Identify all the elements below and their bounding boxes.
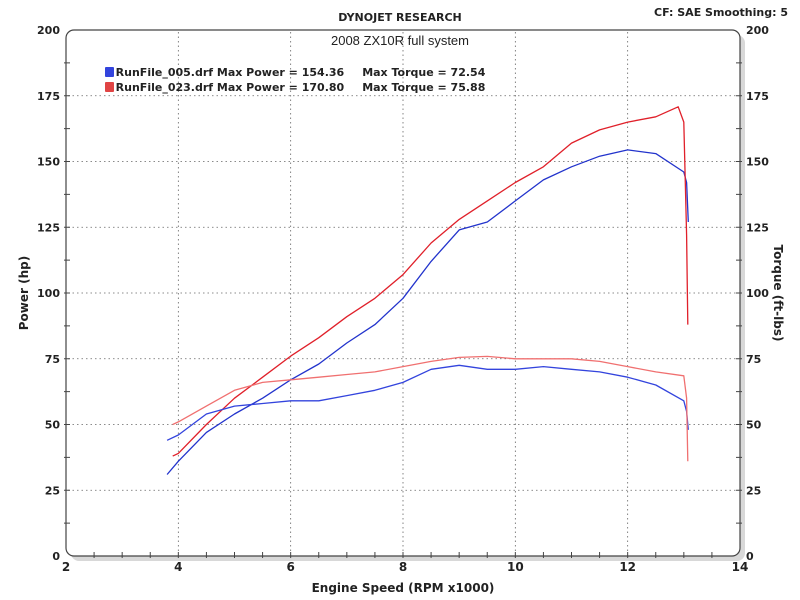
y-tick-label: 0	[52, 550, 60, 563]
y2-tick-label: 100	[746, 287, 769, 300]
x-tick-label: 4	[174, 560, 182, 574]
y-tick-label: 50	[45, 419, 61, 432]
legend-max-torque: Max Torque = 75.88	[362, 81, 486, 94]
y2-tick-label: 75	[746, 353, 761, 366]
series-line-2	[166, 364, 689, 441]
legend-swatch	[104, 67, 114, 77]
y2-tick-label: 0	[746, 550, 754, 563]
legend-item-run-023: RunFile_023.drf Max Power = 170.80 Max To…	[97, 68, 485, 94]
legend-item-run-005: RunFile_005.drf Max Power = 154.36 Max To…	[97, 53, 485, 79]
y-tick-label: 25	[45, 484, 60, 497]
x-axis-label: Engine Speed (RPM x1000)	[312, 581, 495, 595]
y2-tick-label: 175	[746, 90, 769, 103]
y-tick-label: 175	[37, 90, 60, 103]
legend-swatch	[104, 82, 114, 92]
y-axis-label: Power (hp)	[17, 256, 31, 330]
x-tick-label: 6	[286, 560, 294, 574]
chart-title: 2008 ZX10R full system	[330, 33, 469, 48]
y-tick-label: 75	[45, 353, 60, 366]
legend-run: RunFile_005.drf	[115, 66, 214, 79]
legend-max-power: Max Power = 154.36	[216, 66, 345, 79]
y2-tick-label: 125	[746, 221, 769, 234]
x-tick-label: 10	[507, 560, 524, 574]
legend-max-power: Max Power = 170.80	[216, 81, 345, 94]
legend-run: RunFile_023.drf	[115, 81, 214, 94]
series-line-3	[172, 355, 689, 462]
settings-label: CF: SAE Smoothing: 5	[654, 6, 788, 19]
y2-axis-label: Torque (ft-lbs)	[771, 245, 785, 342]
y-tick-label: 200	[37, 24, 60, 37]
legend-max-torque: Max Torque = 72.54	[362, 66, 486, 79]
x-tick-label: 12	[619, 560, 636, 574]
y-tick-label: 100	[37, 287, 60, 300]
y2-tick-label: 25	[746, 484, 761, 497]
y2-tick-label: 200	[746, 24, 769, 37]
y2-tick-label: 50	[746, 419, 762, 432]
series-line-0	[166, 149, 689, 475]
x-tick-label: 2	[62, 560, 70, 574]
y-tick-label: 125	[37, 221, 60, 234]
x-tick-label: 8	[399, 560, 407, 574]
y2-tick-label: 150	[746, 156, 769, 169]
series-line-1	[172, 106, 689, 457]
company-header: DYNOJET RESEARCH	[338, 11, 462, 24]
x-tick-label: 14	[732, 560, 749, 574]
y-tick-label: 150	[37, 156, 60, 169]
